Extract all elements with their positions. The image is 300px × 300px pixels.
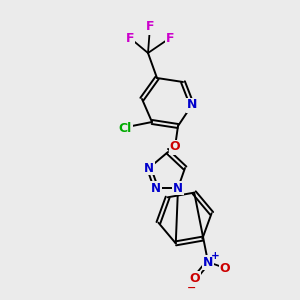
- Text: −: −: [187, 283, 197, 293]
- Text: F: F: [166, 32, 174, 44]
- Text: O: O: [170, 140, 180, 154]
- Text: N: N: [203, 256, 213, 268]
- Text: F: F: [126, 32, 134, 44]
- Text: N: N: [144, 161, 154, 175]
- Text: O: O: [220, 262, 230, 275]
- Text: N: N: [173, 182, 183, 194]
- Text: N: N: [187, 98, 197, 112]
- Text: N: N: [151, 182, 161, 194]
- Text: Cl: Cl: [118, 122, 132, 134]
- Text: +: +: [211, 251, 219, 261]
- Text: O: O: [190, 272, 200, 284]
- Text: F: F: [146, 20, 154, 34]
